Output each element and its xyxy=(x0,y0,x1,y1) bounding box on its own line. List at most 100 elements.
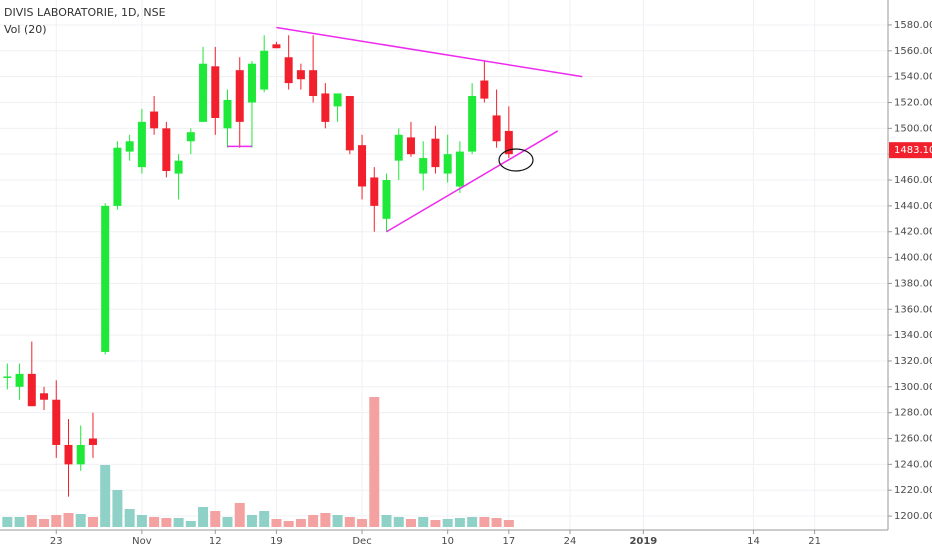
volume-bar xyxy=(198,507,209,527)
y-tick-label: 1260.00 xyxy=(894,434,932,445)
volume-bar xyxy=(39,519,50,527)
y-tick-label: 1220.00 xyxy=(894,485,932,496)
volume-bar xyxy=(308,515,319,527)
candle-body xyxy=(382,180,391,219)
candle-body xyxy=(504,130,513,155)
candle-body xyxy=(345,96,354,151)
last-price-box xyxy=(889,142,932,159)
x-tick-label: 2019 xyxy=(629,536,657,547)
candles xyxy=(3,35,513,497)
volume-bar xyxy=(503,520,514,527)
candle-body xyxy=(101,205,110,352)
volume-bar xyxy=(87,517,98,527)
y-tick-label: 1440.00 xyxy=(894,201,932,212)
volume-bar xyxy=(381,515,392,527)
last-price-label: 1483.10 xyxy=(894,145,932,156)
candle-body xyxy=(125,141,134,152)
y-tick-label: 1240.00 xyxy=(894,459,932,470)
candle-body xyxy=(186,132,195,142)
volume-bar xyxy=(295,519,306,527)
volume-bar xyxy=(246,515,257,527)
volume-bar xyxy=(2,517,13,527)
candle-body xyxy=(394,134,403,161)
volume-bar xyxy=(185,521,196,527)
y-tick-label: 1460.00 xyxy=(894,175,932,186)
candle-body xyxy=(27,373,36,407)
candle-body xyxy=(370,177,379,206)
volume-bar xyxy=(14,517,25,527)
y-tick-label: 1420.00 xyxy=(894,227,932,238)
volume-bar xyxy=(149,517,160,527)
candle-body xyxy=(235,70,244,122)
y-tick-label: 1360.00 xyxy=(894,304,932,315)
candle-body xyxy=(64,444,73,465)
x-tick-label: 24 xyxy=(564,536,577,547)
volume-bar xyxy=(332,515,343,527)
axes: 1200.00 1220.00 1240.00 1260.00 1280.00 1300.… xyxy=(50,20,932,547)
candle-body xyxy=(260,50,269,90)
volume-bar xyxy=(491,518,502,527)
volume-bar xyxy=(442,519,453,527)
candle-body xyxy=(15,373,24,387)
annotation-ellipse xyxy=(498,148,534,172)
volume-bar xyxy=(51,515,62,527)
y-tick-label: 1340.00 xyxy=(894,330,932,341)
volume-bar xyxy=(136,515,147,527)
candle-body xyxy=(455,151,464,187)
volume-bar xyxy=(234,503,245,527)
volume-bar xyxy=(271,519,282,527)
volume-bar xyxy=(479,517,490,527)
volume-bar xyxy=(222,517,233,527)
candle-body xyxy=(223,99,232,129)
candle-body xyxy=(137,121,146,168)
drawings xyxy=(227,26,583,233)
volume-bar xyxy=(75,514,86,527)
grid xyxy=(0,0,888,530)
candle-body xyxy=(419,158,428,174)
volume-bar xyxy=(124,509,135,527)
candle-body xyxy=(284,57,293,84)
trendline xyxy=(386,130,559,233)
candle-body xyxy=(3,376,12,378)
volume-bar xyxy=(210,511,221,527)
candle-body xyxy=(309,70,318,97)
volume-bar xyxy=(161,518,172,527)
y-tick-label: 1280.00 xyxy=(894,408,932,419)
volume-bar xyxy=(344,517,355,527)
volume-bar xyxy=(283,521,294,527)
candle-body xyxy=(174,160,183,174)
x-tick-label: 23 xyxy=(50,536,63,547)
candle-body xyxy=(40,393,49,400)
candle-body xyxy=(358,145,367,187)
y-tick-label: 1520.00 xyxy=(894,97,932,108)
volume-bar xyxy=(393,517,404,527)
volume-bar xyxy=(63,513,74,527)
candle-body xyxy=(431,138,440,168)
y-tick-label: 1200.00 xyxy=(894,511,932,522)
volume-bar xyxy=(430,520,441,527)
volume-bar xyxy=(467,517,478,527)
candle-body xyxy=(113,147,122,206)
x-tick-label: Nov xyxy=(132,536,152,547)
y-tick-label: 1400.00 xyxy=(894,253,932,264)
volume-title: Vol (20) xyxy=(4,23,47,36)
candle-body xyxy=(321,93,330,122)
volume-bar xyxy=(357,519,368,527)
x-tick-label: 17 xyxy=(502,536,515,547)
x-tick-label: 10 xyxy=(441,536,454,547)
volume-pane xyxy=(2,397,514,527)
volume-bar xyxy=(100,465,111,527)
x-tick-label: 21 xyxy=(808,536,821,547)
x-tick-label: Dec xyxy=(352,536,371,547)
y-tick-label: 1300.00 xyxy=(894,382,932,393)
trendline xyxy=(276,26,583,78)
y-tick-label: 1540.00 xyxy=(894,72,932,83)
volume-bar xyxy=(112,490,123,527)
candle-body xyxy=(480,80,489,99)
volume-bar xyxy=(173,518,184,527)
candle-body xyxy=(492,115,501,142)
volume-bar xyxy=(320,513,331,527)
y-tick-label: 1580.00 xyxy=(894,20,932,31)
